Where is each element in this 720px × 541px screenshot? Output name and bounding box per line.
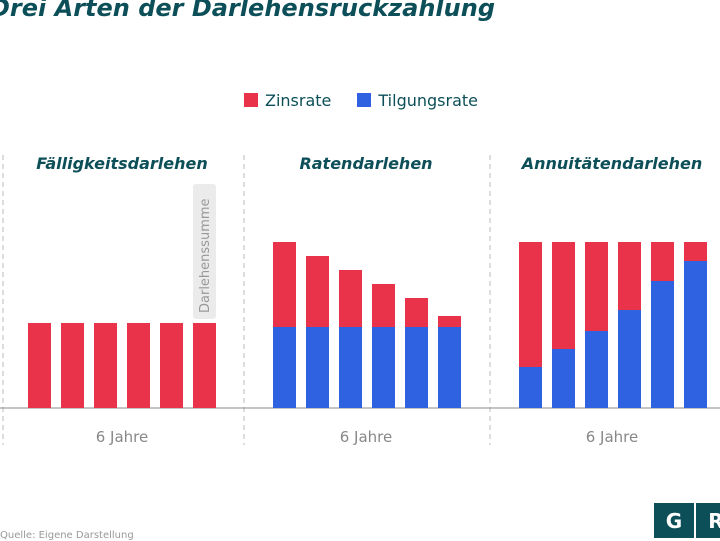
bar-tilgungsrate [585,331,608,408]
bar-zinsrate [405,298,428,327]
legend-item-tilgungsrate: Tilgungsrate [357,91,478,110]
x-axis-label: 6 Jahre [586,428,639,446]
bar-zinsrate [61,323,84,408]
source-note: Quelle: Eigene Darstellung [0,530,134,541]
bar-tilgungsrate [684,261,707,408]
bar-zinsrate [585,242,608,331]
bar-zinsrate [273,242,296,327]
annotation-label: Darlehenssumme [198,198,213,313]
bar-zinsrate [28,323,51,408]
bar-zinsrate [651,242,674,281]
x-axis-label: 6 Jahre [96,428,149,446]
bar-tilgungsrate [306,327,329,408]
chart-title: Drei Arten der Darlehensrückzahlung [0,0,495,22]
bar-zinsrate [306,256,329,327]
legend-swatch [357,93,372,107]
logo-letter: R [696,503,720,538]
bar-tilgungsrate [618,310,641,408]
legend: Zinsrate Tilgungsrate [244,91,478,110]
bar-zinsrate [684,242,707,261]
x-axis-label: 6 Jahre [340,428,393,446]
bar-zinsrate [519,242,542,367]
bar-tilgungsrate [651,281,674,408]
annotation-box [193,184,216,319]
panel-title: Annuitätendarlehen [520,154,702,173]
bar-zinsrate [438,316,461,327]
bar-zinsrate [339,270,362,327]
bar-tilgungsrate [339,327,362,408]
bar-tilgungsrate [405,327,428,408]
legend-swatch [244,93,258,107]
bar-tilgungsrate [519,367,542,408]
bar-zinsrate [193,323,216,408]
panel-title: Fälligkeitsdarlehen [36,154,207,173]
bar-zinsrate [127,323,150,408]
bar-tilgungsrate [438,327,461,408]
bar-zinsrate [618,242,641,310]
legend-label: Zinsrate [265,91,332,110]
legend-item-zinsrate: Zinsrate [244,91,331,110]
bar-tilgungsrate [552,349,575,408]
logo-letter: G [654,503,694,538]
bar-tilgungsrate [372,327,395,408]
bar-zinsrate [160,323,183,408]
legend-label: Tilgungsrate [378,91,478,110]
bar-zinsrate [552,242,575,349]
bar-zinsrate [372,284,395,327]
bar-zinsrate [94,323,117,408]
panel-title: Ratendarlehen [299,154,432,173]
bar-tilgungsrate [273,327,296,408]
